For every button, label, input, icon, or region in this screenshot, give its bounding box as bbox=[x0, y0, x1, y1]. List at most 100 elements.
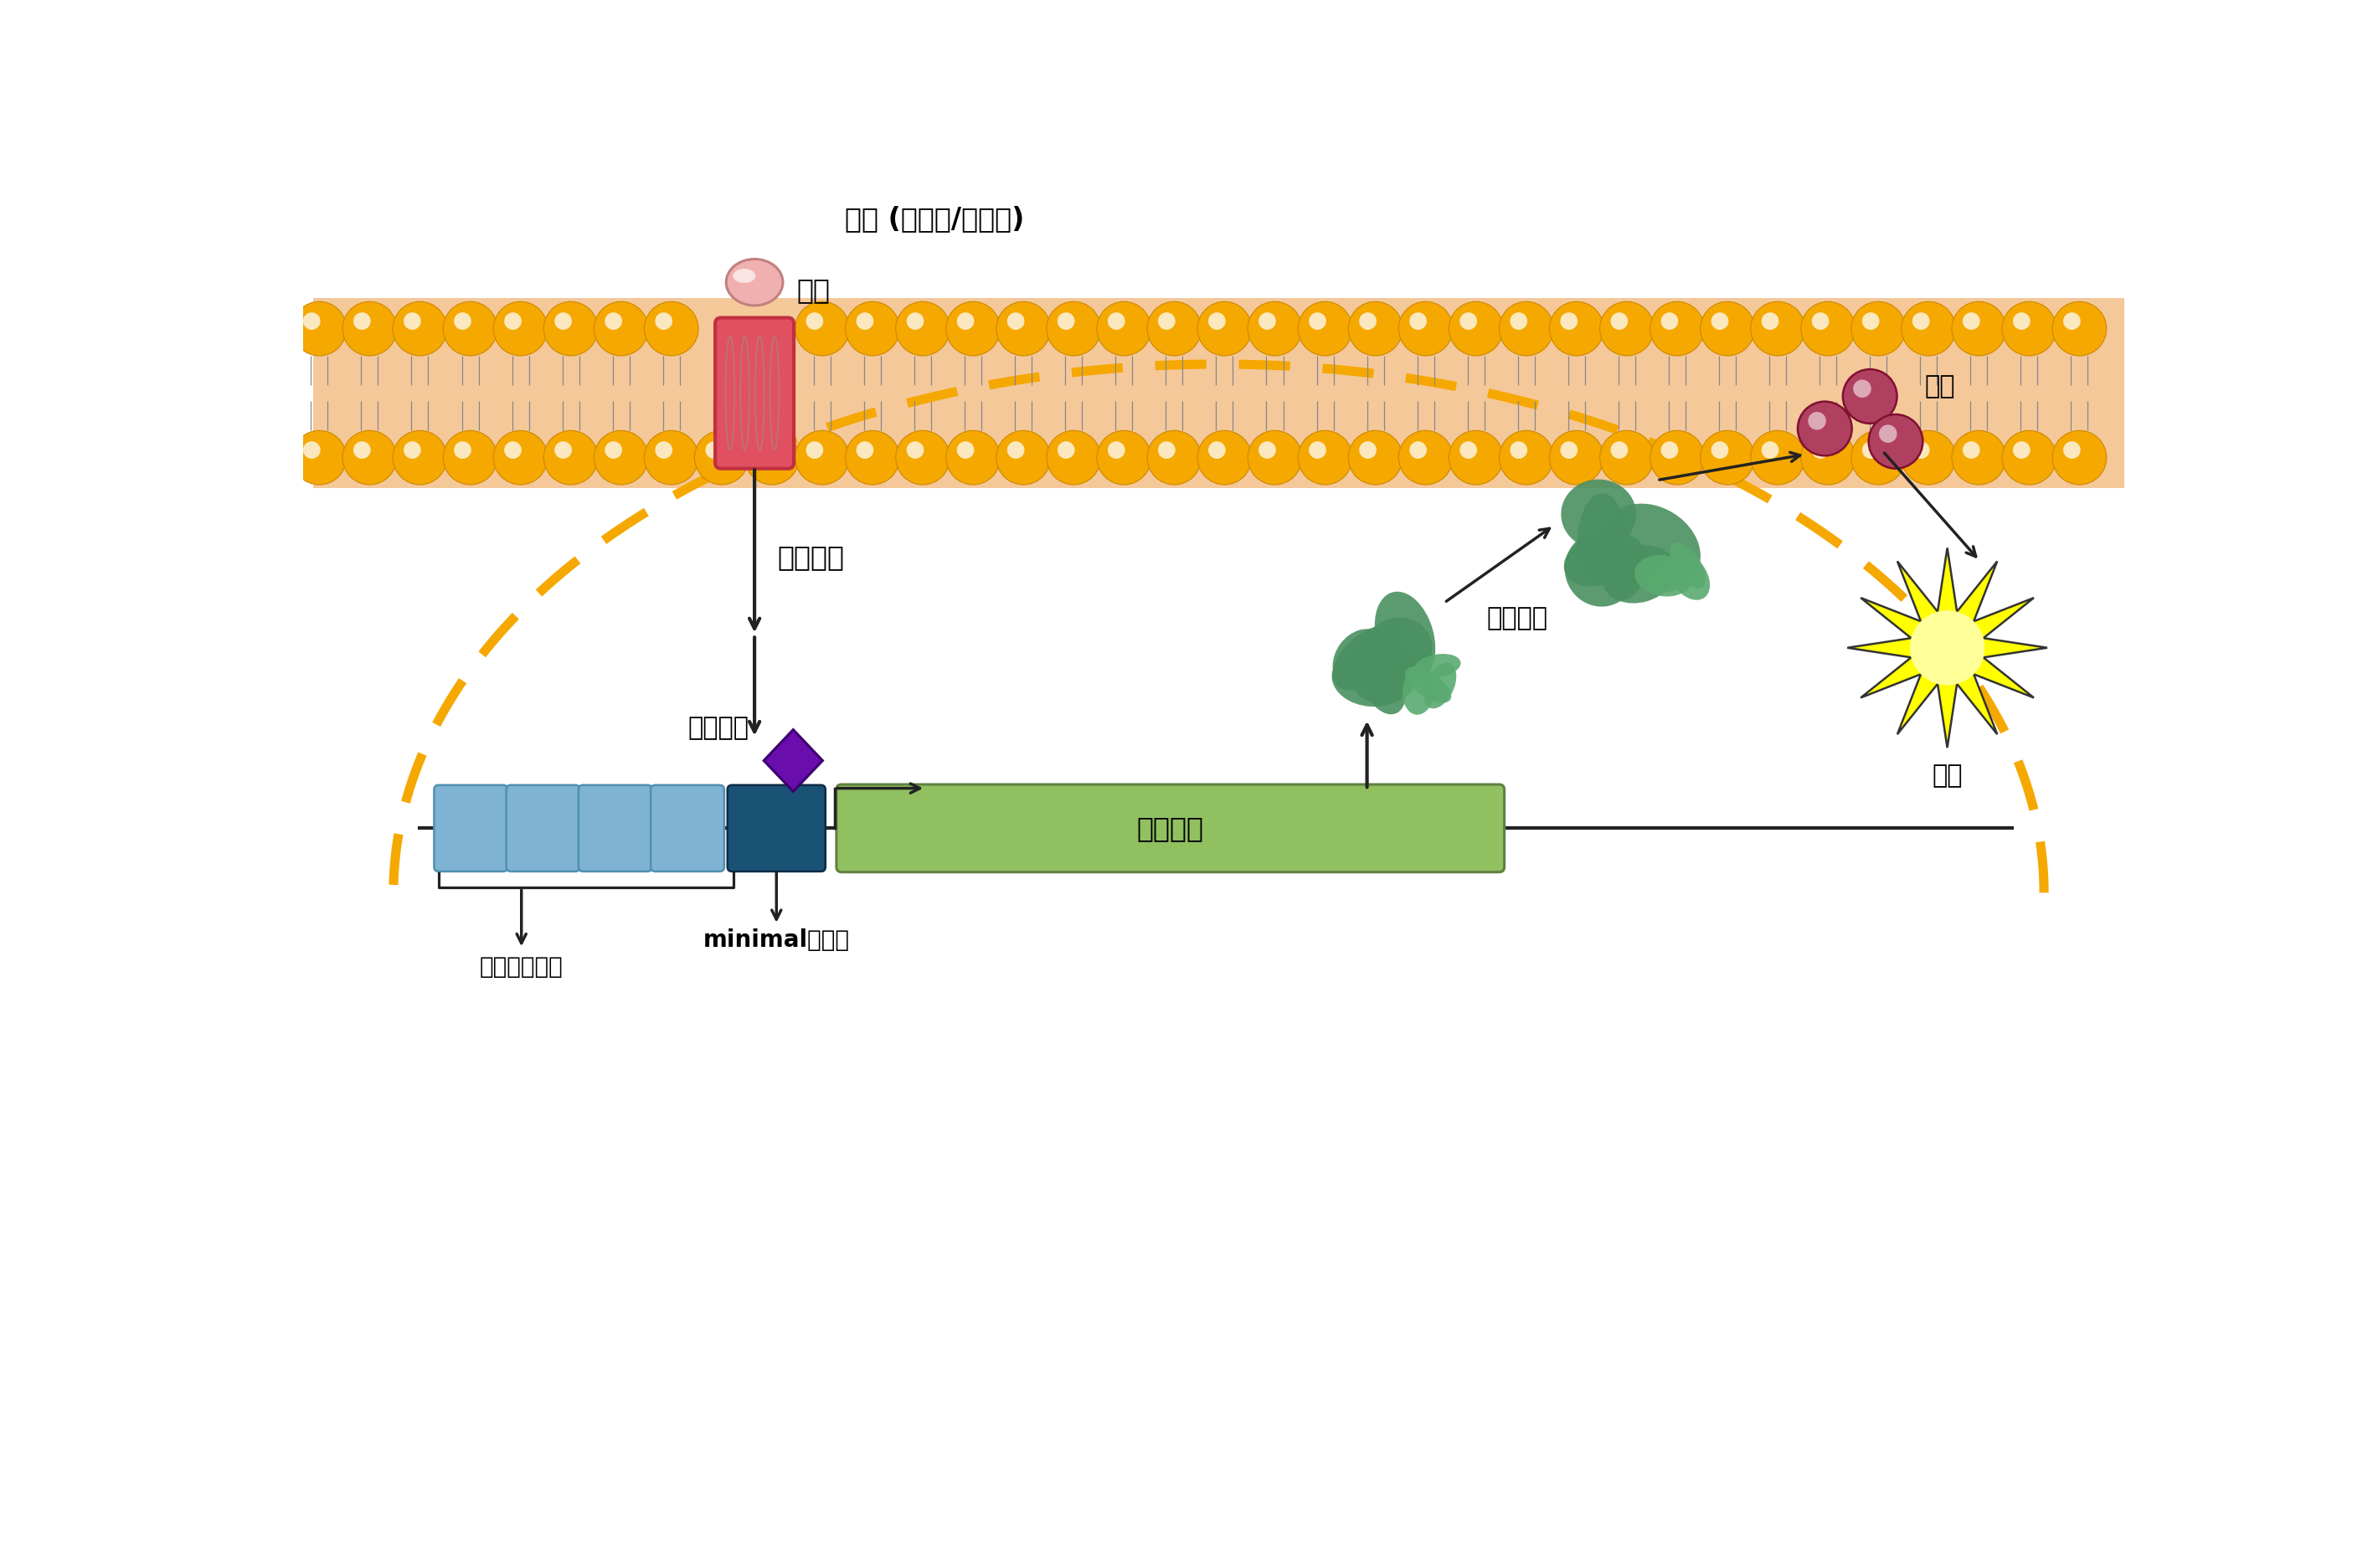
Circle shape bbox=[354, 312, 371, 329]
Circle shape bbox=[1258, 441, 1277, 459]
Circle shape bbox=[1308, 312, 1327, 329]
Circle shape bbox=[1750, 301, 1805, 356]
Circle shape bbox=[806, 312, 823, 329]
Text: 荧光: 荧光 bbox=[1931, 764, 1962, 789]
Circle shape bbox=[1498, 301, 1553, 356]
Circle shape bbox=[1862, 312, 1879, 329]
Circle shape bbox=[1460, 441, 1477, 459]
Circle shape bbox=[1550, 301, 1603, 356]
Ellipse shape bbox=[1577, 494, 1624, 585]
FancyBboxPatch shape bbox=[578, 786, 652, 872]
Circle shape bbox=[1560, 441, 1577, 459]
Circle shape bbox=[442, 431, 497, 485]
Circle shape bbox=[1510, 312, 1527, 329]
Circle shape bbox=[1360, 441, 1377, 459]
Circle shape bbox=[1146, 431, 1201, 485]
Circle shape bbox=[1208, 312, 1225, 329]
Circle shape bbox=[1096, 301, 1151, 356]
Circle shape bbox=[1700, 431, 1755, 485]
Circle shape bbox=[2012, 312, 2031, 329]
Circle shape bbox=[1610, 441, 1629, 459]
Circle shape bbox=[1850, 301, 1905, 356]
Circle shape bbox=[1879, 425, 1898, 442]
Circle shape bbox=[1158, 441, 1175, 459]
Circle shape bbox=[342, 301, 397, 356]
Circle shape bbox=[1660, 312, 1679, 329]
Circle shape bbox=[392, 431, 447, 485]
Circle shape bbox=[897, 301, 949, 356]
Circle shape bbox=[946, 431, 1001, 485]
Circle shape bbox=[1650, 301, 1705, 356]
Circle shape bbox=[1058, 312, 1075, 329]
FancyBboxPatch shape bbox=[728, 786, 825, 872]
Circle shape bbox=[1910, 610, 1986, 685]
Circle shape bbox=[1248, 301, 1301, 356]
Circle shape bbox=[1600, 301, 1655, 356]
Circle shape bbox=[302, 312, 321, 329]
Ellipse shape bbox=[1358, 646, 1405, 715]
Text: minimal启动子: minimal启动子 bbox=[704, 928, 849, 952]
Circle shape bbox=[1800, 431, 1855, 485]
Circle shape bbox=[1560, 312, 1577, 329]
Circle shape bbox=[1912, 312, 1929, 329]
Circle shape bbox=[1750, 431, 1805, 485]
Circle shape bbox=[806, 441, 823, 459]
Ellipse shape bbox=[1351, 646, 1417, 704]
Ellipse shape bbox=[1374, 591, 1436, 682]
Circle shape bbox=[1550, 431, 1603, 485]
Circle shape bbox=[1902, 301, 1955, 356]
Circle shape bbox=[2012, 441, 2031, 459]
Circle shape bbox=[1398, 431, 1453, 485]
Circle shape bbox=[292, 301, 347, 356]
Circle shape bbox=[906, 441, 925, 459]
Circle shape bbox=[856, 441, 873, 459]
Circle shape bbox=[1308, 441, 1327, 459]
Circle shape bbox=[1199, 431, 1251, 485]
Circle shape bbox=[996, 301, 1051, 356]
Circle shape bbox=[794, 431, 849, 485]
Ellipse shape bbox=[1405, 666, 1451, 702]
Ellipse shape bbox=[1669, 543, 1705, 588]
Text: 配体 (内源性/外源性): 配体 (内源性/外源性) bbox=[844, 205, 1025, 234]
Circle shape bbox=[1348, 431, 1403, 485]
Circle shape bbox=[694, 431, 749, 485]
Circle shape bbox=[1460, 312, 1477, 329]
Circle shape bbox=[1952, 431, 2007, 485]
Circle shape bbox=[2064, 312, 2081, 329]
Circle shape bbox=[1258, 312, 1277, 329]
Circle shape bbox=[292, 431, 347, 485]
Circle shape bbox=[454, 312, 471, 329]
Circle shape bbox=[2064, 441, 2081, 459]
Ellipse shape bbox=[1415, 654, 1460, 677]
Circle shape bbox=[1158, 312, 1175, 329]
Circle shape bbox=[1410, 441, 1427, 459]
Circle shape bbox=[1962, 441, 1981, 459]
Circle shape bbox=[545, 301, 597, 356]
Polygon shape bbox=[763, 729, 823, 792]
Circle shape bbox=[1852, 379, 1871, 398]
Circle shape bbox=[1812, 312, 1829, 329]
Circle shape bbox=[1199, 301, 1251, 356]
Circle shape bbox=[2052, 431, 2107, 485]
Circle shape bbox=[302, 441, 321, 459]
Circle shape bbox=[1610, 312, 1629, 329]
Circle shape bbox=[847, 301, 899, 356]
Circle shape bbox=[1700, 301, 1755, 356]
Circle shape bbox=[1298, 301, 1353, 356]
Circle shape bbox=[1448, 301, 1503, 356]
Text: 转录因子: 转录因子 bbox=[687, 717, 749, 740]
Circle shape bbox=[1398, 301, 1453, 356]
Circle shape bbox=[1712, 312, 1729, 329]
Text: 报告蛋白: 报告蛋白 bbox=[1486, 607, 1548, 630]
Circle shape bbox=[1008, 312, 1025, 329]
Circle shape bbox=[1800, 301, 1855, 356]
Circle shape bbox=[1298, 431, 1353, 485]
Circle shape bbox=[404, 312, 421, 329]
Circle shape bbox=[847, 431, 899, 485]
Circle shape bbox=[1807, 412, 1826, 430]
Ellipse shape bbox=[1667, 552, 1710, 601]
Circle shape bbox=[856, 312, 873, 329]
Text: 信号通路: 信号通路 bbox=[778, 544, 844, 571]
Circle shape bbox=[1902, 431, 1955, 485]
Text: 转录调控元件: 转录调控元件 bbox=[480, 955, 564, 978]
